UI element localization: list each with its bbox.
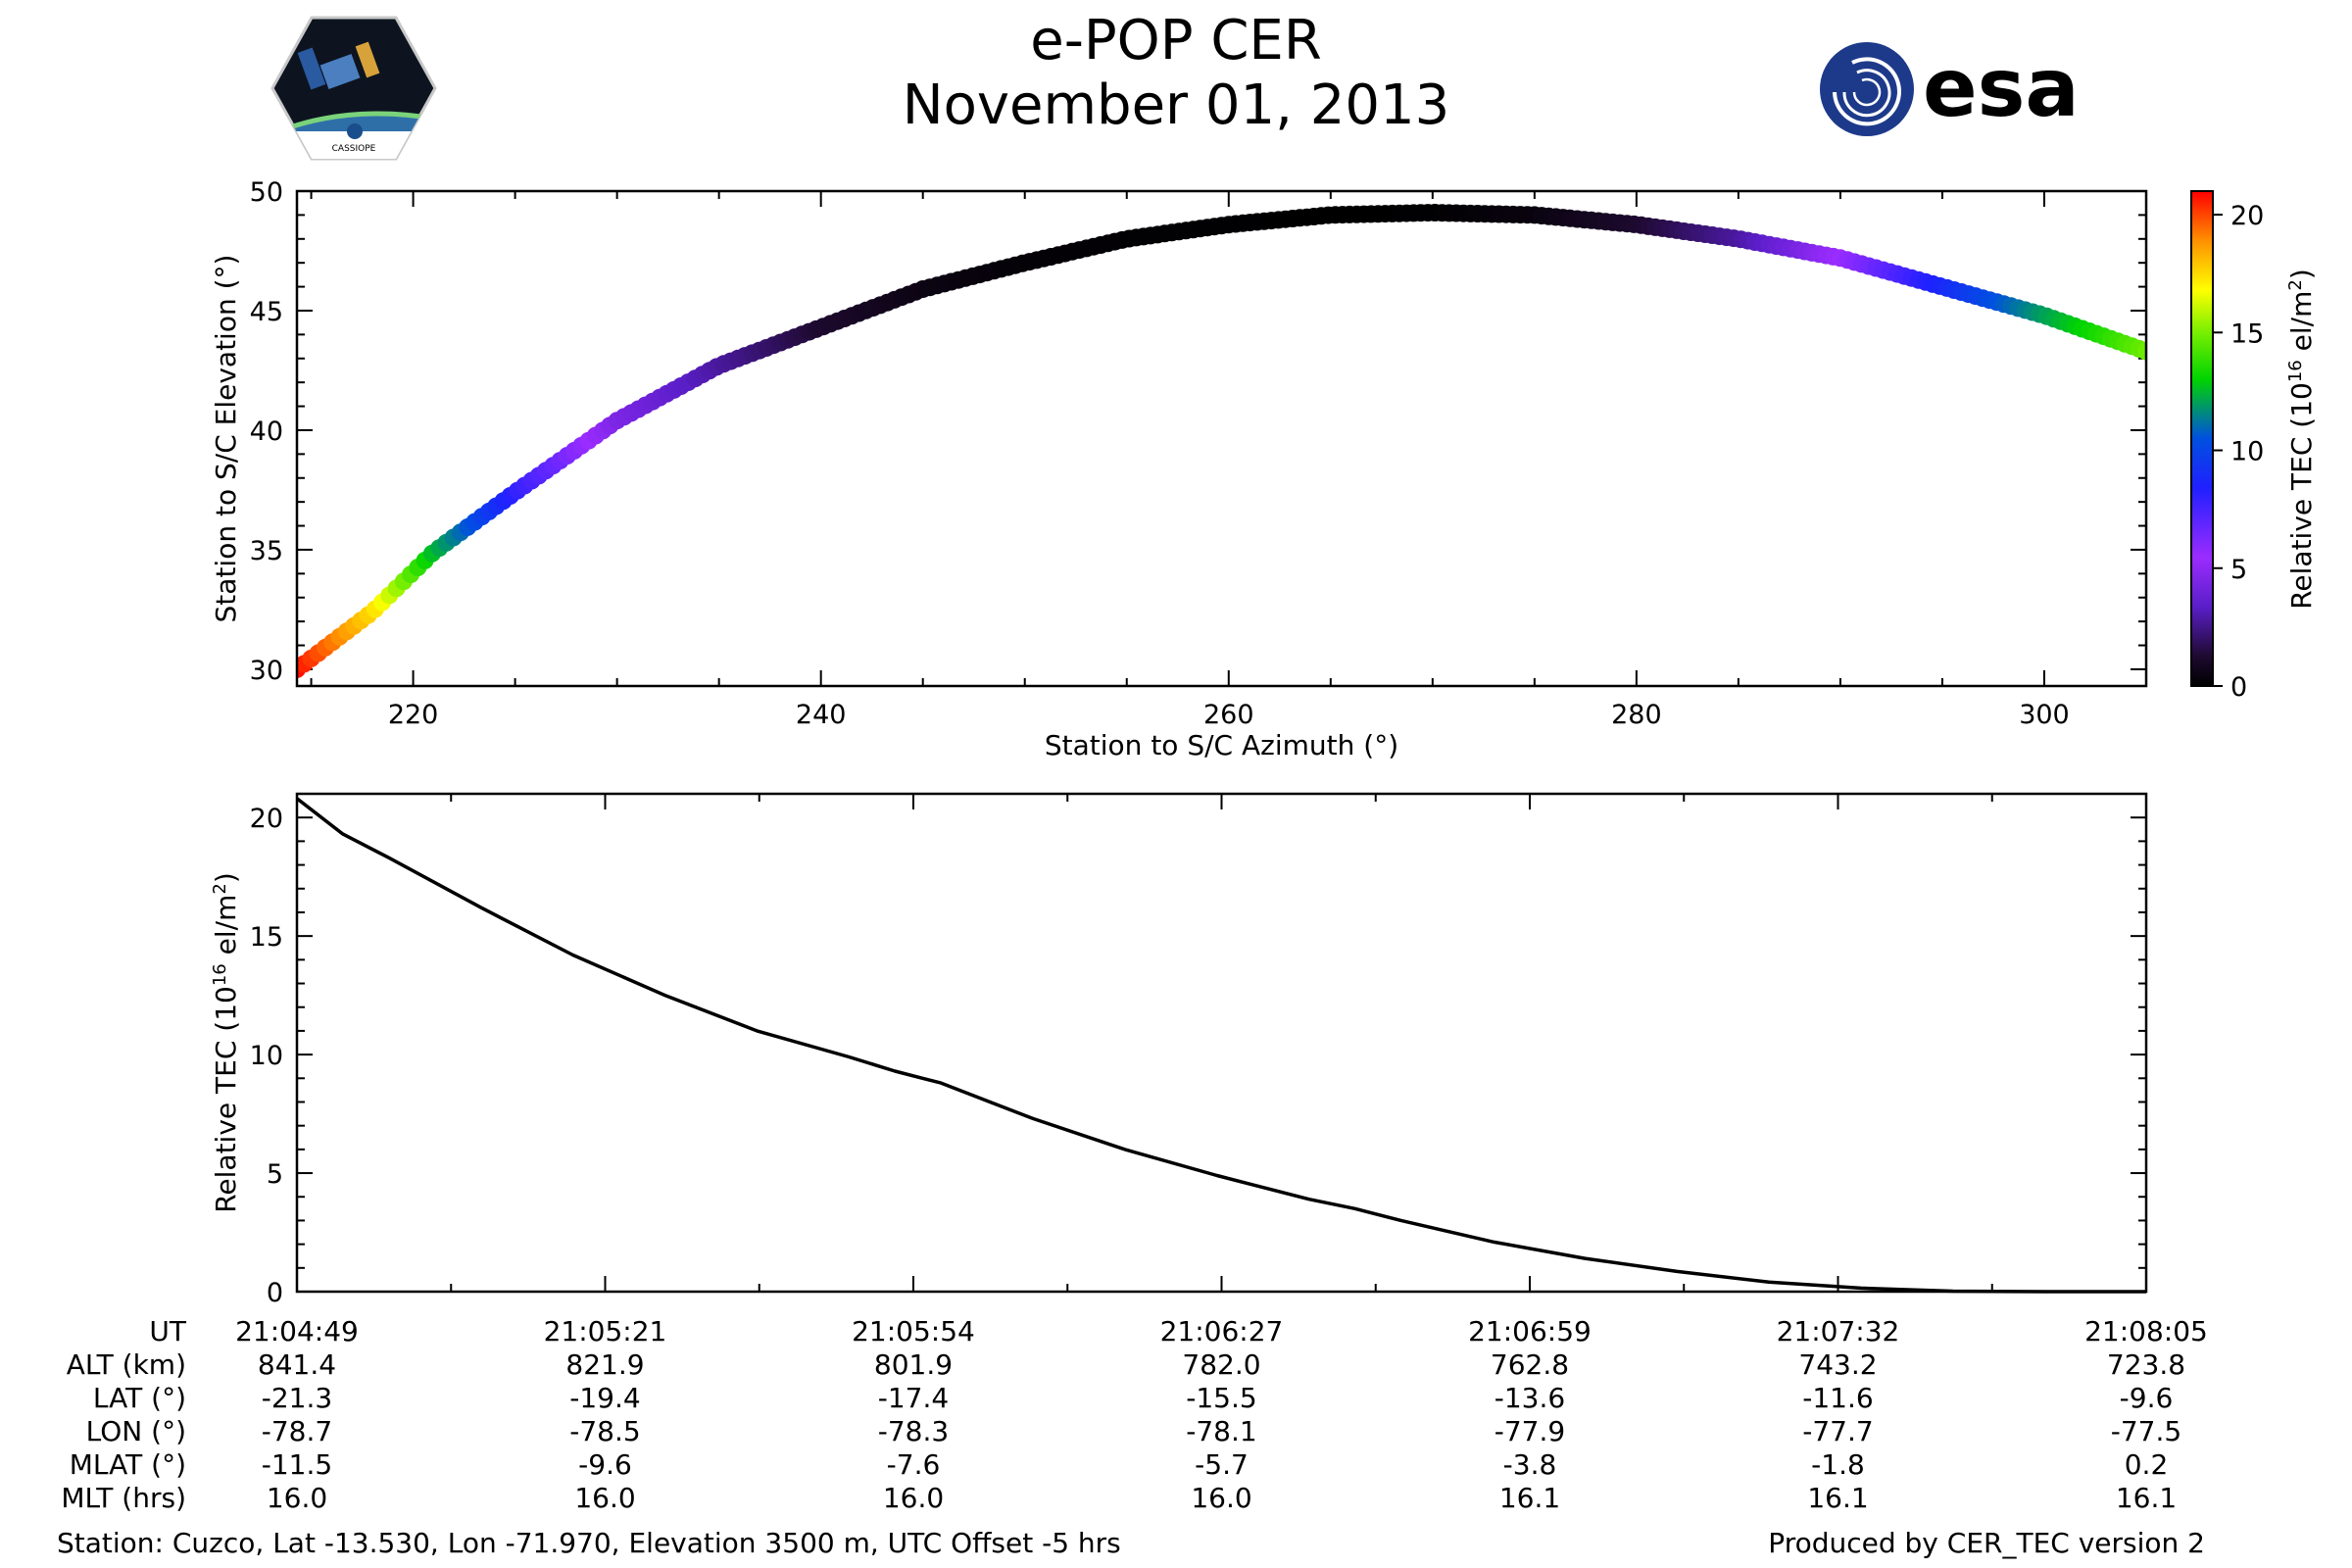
table-cell: 0.2 xyxy=(2125,1448,2169,1481)
cassiope-logo: CASSIOPE xyxy=(270,16,437,161)
table-cell: 16.1 xyxy=(1499,1482,1560,1514)
table-cell: 782.0 xyxy=(1182,1348,1260,1381)
esa-logo: esa xyxy=(1820,42,2080,136)
table-cell: -78.3 xyxy=(878,1415,949,1447)
table-cell: 21:07:32 xyxy=(1777,1315,1900,1348)
x-tick-label: 300 xyxy=(2019,700,2070,730)
table-cell: 762.8 xyxy=(1491,1348,1569,1381)
chart-title: e-POP CER xyxy=(1030,9,1322,73)
table-cell: 16.0 xyxy=(1191,1482,1251,1514)
colorbar-label: Relative TEC (1016 el/m2) xyxy=(2285,269,2318,610)
y-tick-label: 45 xyxy=(250,297,283,327)
table-cell: 16.1 xyxy=(1807,1482,1868,1514)
y-tick-label: 30 xyxy=(250,656,283,686)
table-row-label: LAT (°) xyxy=(93,1382,186,1414)
table-cell: 16.0 xyxy=(267,1482,327,1514)
table-cell: -78.7 xyxy=(262,1415,332,1447)
table-cell: -3.8 xyxy=(1503,1448,1557,1481)
y-tick-label: 20 xyxy=(250,804,283,834)
y-tick-label: 5 xyxy=(267,1159,283,1190)
y-tick-label: 0 xyxy=(267,1278,283,1308)
table-cell: -77.7 xyxy=(1802,1415,1873,1447)
y-axis-label: Station to S/C Elevation (°) xyxy=(210,255,242,623)
cassiope-logo-text: CASSIOPE xyxy=(332,144,376,154)
chart-date: November 01, 2013 xyxy=(902,74,1450,137)
table-cell: -5.7 xyxy=(1195,1448,1249,1481)
y-axis-label: Relative TEC (1016 el/m2) xyxy=(210,872,242,1213)
table-cell: -9.6 xyxy=(578,1448,632,1481)
table-cell: 801.9 xyxy=(874,1348,953,1381)
y-tick-label: 35 xyxy=(250,536,283,566)
table-cell: -13.6 xyxy=(1494,1382,1565,1414)
table-cell: 21:06:59 xyxy=(1468,1315,1592,1348)
table-cell: 16.0 xyxy=(574,1482,635,1514)
table-cell: 21:06:27 xyxy=(1160,1315,1284,1348)
table-row-label: UT xyxy=(149,1315,186,1348)
top-plot-frame xyxy=(295,189,2148,688)
table-cell: -15.5 xyxy=(1186,1382,1256,1414)
table-cell: -11.5 xyxy=(262,1448,332,1481)
station-info: Station: Cuzco, Lat -13.530, Lon -71.970… xyxy=(57,1527,1121,1559)
colorbar-tick-label: 15 xyxy=(2230,318,2264,349)
colorbar-tick-label: 0 xyxy=(2230,672,2247,703)
table-cell: 16.1 xyxy=(2116,1482,2177,1514)
table-cell: 21:05:54 xyxy=(852,1315,975,1348)
table-cell: -77.9 xyxy=(1494,1415,1565,1447)
table-cell: -1.8 xyxy=(1811,1448,1865,1481)
bottom-plot-frame xyxy=(295,792,2148,1294)
colorbar-bar xyxy=(2190,190,2214,687)
colorbar: 0 5 10 15 20 Relative TEC (1016 el/m2) xyxy=(2190,190,2318,703)
colorbar-tick-label: 5 xyxy=(2230,555,2247,585)
scatter-point xyxy=(2137,342,2146,361)
table-cell: -7.6 xyxy=(887,1448,941,1481)
table-cell: -78.5 xyxy=(569,1415,640,1447)
x-tick-label: 280 xyxy=(1611,700,1662,730)
table-row-label: ALT (km) xyxy=(67,1348,186,1381)
table-cell: 21:04:49 xyxy=(235,1315,359,1348)
table-cell: -21.3 xyxy=(262,1382,332,1414)
esa-logo-text: esa xyxy=(1923,42,2080,135)
table-row-label: MLT (hrs) xyxy=(61,1482,186,1514)
x-tick-label: 240 xyxy=(796,700,847,730)
table-cell: -11.6 xyxy=(1802,1382,1873,1414)
colorbar-tick-label: 20 xyxy=(2230,201,2264,231)
table-cell: -19.4 xyxy=(569,1382,640,1414)
x-tick-label: 220 xyxy=(388,700,439,730)
colorbar-tick-label: 10 xyxy=(2230,437,2264,467)
table-cell: 723.8 xyxy=(2107,1348,2185,1381)
table-cell: -17.4 xyxy=(878,1382,949,1414)
table-row-label: LON (°) xyxy=(86,1415,186,1447)
table-cell: -77.5 xyxy=(2111,1415,2181,1447)
y-tick-label: 40 xyxy=(250,416,283,447)
table-cell: 743.2 xyxy=(1798,1348,1877,1381)
table-cell: 21:05:21 xyxy=(544,1315,667,1348)
table-cell: -9.6 xyxy=(2120,1382,2174,1414)
y-tick-label: 15 xyxy=(250,922,283,953)
table-cell: 821.9 xyxy=(565,1348,644,1381)
x-axis-label: Station to S/C Azimuth (°) xyxy=(1045,729,1398,761)
table-row-label: MLAT (°) xyxy=(70,1448,186,1481)
scatter-track xyxy=(297,204,2146,678)
elevation-azimuth-plot: 220 240 260 280 300 30 35 40 45 50 Station to S/C … xyxy=(210,177,2148,761)
y-tick-label: 10 xyxy=(250,1041,283,1071)
table-cell: -78.1 xyxy=(1186,1415,1256,1447)
y-tick-label: 50 xyxy=(250,177,283,208)
table-cell: 841.4 xyxy=(258,1348,336,1381)
tec-time-plot: 0 5 10 15 20 Relative TEC (1016 el/m2) xyxy=(210,792,2148,1308)
produced-by: Produced by CER_TEC version 2 xyxy=(1768,1527,2205,1559)
table-cell: 16.0 xyxy=(883,1482,944,1514)
x-tick-label: 260 xyxy=(1203,700,1254,730)
table-cell: 21:08:05 xyxy=(2084,1315,2208,1348)
tec-series-line xyxy=(297,797,2146,1294)
